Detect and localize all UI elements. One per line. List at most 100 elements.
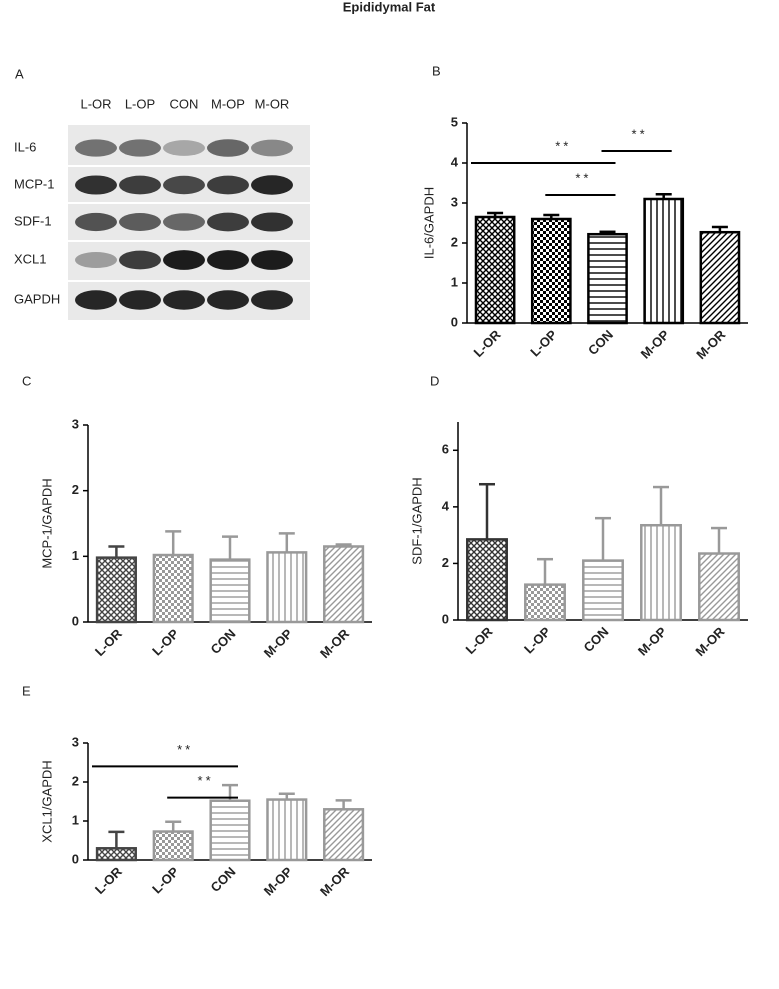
- bar: [323, 545, 365, 624]
- x-tick-label: L-OR: [92, 626, 126, 660]
- blot-band: [251, 290, 293, 310]
- blot-band: [163, 250, 205, 270]
- x-tick-label: M-OP: [635, 624, 670, 659]
- y-tick-label: 0: [72, 613, 79, 628]
- x-tick-label: L-OP: [521, 624, 554, 657]
- x-tick-label: M-OP: [638, 327, 673, 362]
- lane-label: M-OP: [211, 96, 245, 111]
- x-tick-label: L-OR: [471, 327, 505, 361]
- y-tick-label: 5: [451, 114, 458, 129]
- x-tick-label: CON: [208, 626, 239, 657]
- y-axis-label: MCP-1/GAPDH: [39, 478, 54, 568]
- row-label: SDF-1: [14, 213, 52, 228]
- significance-label: **: [177, 742, 193, 757]
- blot-band: [207, 250, 249, 270]
- bar: [698, 552, 740, 622]
- blot-band: [251, 175, 293, 195]
- y-tick-label: 1: [72, 548, 79, 563]
- bar: [582, 559, 624, 622]
- row-label: XCL1: [14, 251, 47, 266]
- significance-label: **: [198, 773, 214, 788]
- blot-band: [251, 139, 293, 157]
- panel-label: A: [15, 66, 24, 81]
- x-tick-label: L-OP: [149, 626, 182, 659]
- row-label: MCP-1: [14, 176, 54, 191]
- significance-label: **: [632, 126, 648, 141]
- x-tick-label: L-OR: [462, 624, 496, 658]
- x-tick-label: M-OP: [261, 864, 296, 899]
- panel-label: B: [432, 63, 441, 78]
- blot-band: [119, 175, 161, 195]
- bar: [466, 538, 508, 622]
- panel-label: C: [22, 373, 31, 388]
- blot-band: [207, 290, 249, 310]
- y-tick-label: 2: [442, 555, 449, 570]
- x-tick-label: CON: [581, 624, 612, 655]
- bar: [152, 830, 194, 862]
- x-tick-label: CON: [585, 327, 616, 358]
- blot-band: [119, 213, 161, 231]
- x-tick-label: CON: [208, 864, 239, 895]
- bar: [209, 558, 251, 624]
- x-tick-label: L-OP: [149, 864, 182, 897]
- blot-band: [75, 139, 117, 157]
- figure-title: Epididymal Fat: [343, 0, 436, 14]
- y-tick-label: 2: [451, 234, 458, 249]
- blot-band: [75, 212, 117, 232]
- y-tick-label: 3: [451, 194, 458, 209]
- blot-band: [163, 213, 205, 231]
- blot-band: [75, 290, 117, 310]
- bar: [266, 798, 308, 862]
- blot-band: [207, 175, 249, 195]
- x-tick-label: M-OR: [693, 327, 729, 363]
- lane-label: CON: [170, 96, 199, 111]
- y-tick-label: 1: [451, 274, 458, 289]
- x-tick-label: M-OP: [261, 626, 296, 661]
- significance-label: **: [555, 138, 571, 153]
- y-tick-label: 0: [72, 851, 79, 866]
- x-tick-label: L-OP: [527, 327, 560, 360]
- bar: [587, 232, 628, 325]
- blot-band: [119, 139, 161, 157]
- panel-label: E: [22, 683, 31, 698]
- bar: [474, 215, 516, 325]
- blot-band: [207, 212, 249, 232]
- blot-band: [75, 175, 117, 195]
- y-axis-label: XCL1/GAPDH: [39, 760, 54, 842]
- row-label: GAPDH: [14, 291, 60, 306]
- blot-band: [163, 140, 205, 156]
- y-tick-label: 6: [442, 442, 449, 457]
- y-axis-label: IL-6/GAPDH: [421, 187, 436, 259]
- significance-label: **: [575, 170, 591, 185]
- x-tick-label: M-OR: [317, 626, 353, 662]
- row-label: IL-6: [14, 139, 36, 154]
- bar: [643, 197, 685, 325]
- y-tick-label: 3: [72, 734, 79, 749]
- bar: [95, 847, 137, 862]
- lane-label: M-OR: [255, 96, 290, 111]
- y-tick-label: 4: [442, 498, 450, 513]
- y-tick-label: 2: [72, 773, 79, 788]
- y-tick-label: 0: [451, 314, 458, 329]
- y-tick-label: 0: [442, 611, 449, 626]
- blot-band: [251, 212, 293, 232]
- y-axis-label: SDF-1/GAPDH: [409, 477, 424, 564]
- panel-label: D: [430, 373, 439, 388]
- blot-band: [163, 175, 205, 195]
- blot-band: [251, 250, 293, 270]
- y-tick-label: 4: [451, 154, 459, 169]
- x-tick-label: M-OR: [317, 864, 353, 900]
- bar: [699, 230, 741, 325]
- y-tick-label: 3: [72, 416, 79, 431]
- x-tick-label: M-OR: [692, 624, 728, 660]
- bar: [95, 556, 137, 624]
- blot-band: [119, 290, 161, 310]
- bar: [640, 523, 682, 622]
- y-tick-label: 2: [72, 482, 79, 497]
- bar: [152, 553, 194, 624]
- blot-band: [163, 290, 205, 310]
- bar: [524, 583, 566, 622]
- x-tick-label: L-OR: [92, 864, 126, 898]
- bar: [323, 808, 365, 862]
